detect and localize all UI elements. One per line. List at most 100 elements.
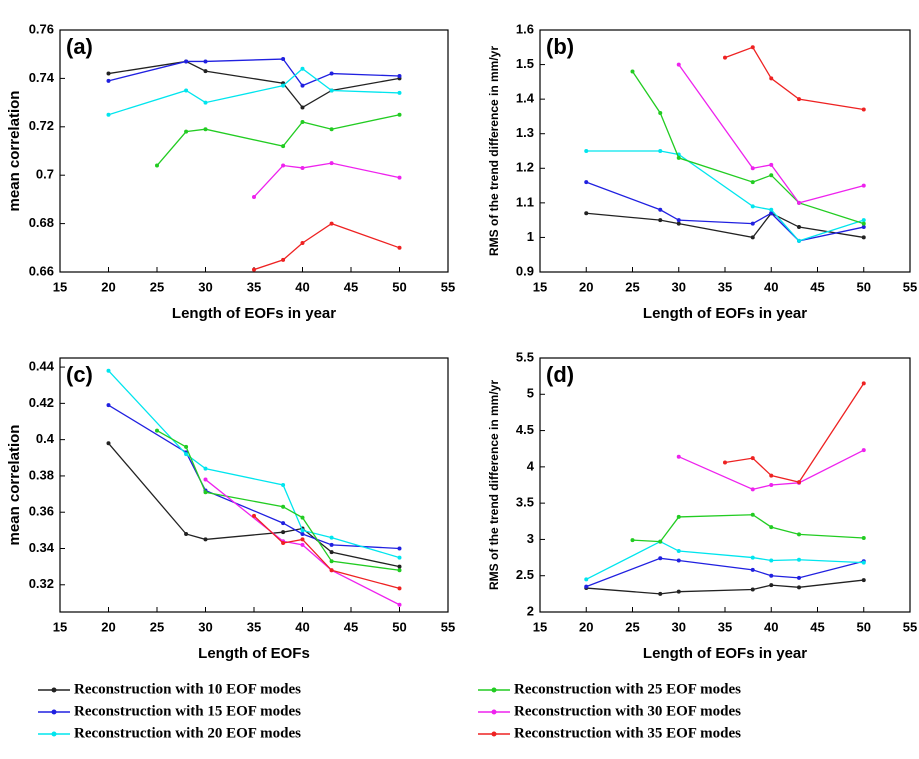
y-axis-label: mean correlation: [6, 91, 23, 212]
x-axis-label: Length of EOFs in year: [643, 645, 807, 662]
data-point: [861, 448, 866, 453]
x-tick-label: 15: [53, 619, 67, 634]
y-tick-label: 2.5: [516, 567, 534, 582]
data-point: [300, 528, 305, 533]
y-tick-label: 0.36: [29, 504, 54, 519]
data-point: [329, 127, 334, 132]
y-tick-label: 1.3: [516, 125, 534, 140]
x-axis-label: Length of EOFs: [198, 645, 310, 662]
series-line: [632, 514, 864, 543]
data-point: [584, 584, 589, 589]
x-axis-label: Length of EOFs in year: [643, 305, 807, 322]
legend-marker: [491, 731, 497, 737]
data-point: [300, 66, 305, 71]
series-line: [586, 557, 864, 588]
data-point: [750, 45, 755, 50]
panel-label: (d): [546, 362, 574, 387]
data-point: [203, 100, 208, 105]
data-point: [769, 211, 774, 216]
data-point: [106, 368, 111, 373]
data-point: [397, 73, 402, 78]
data-point: [397, 90, 402, 95]
plot-frame: [59, 29, 449, 273]
x-tick-label: 35: [247, 279, 261, 294]
legend-marker: [51, 687, 57, 693]
data-point: [397, 586, 402, 591]
data-point: [184, 59, 189, 64]
data-point: [300, 119, 305, 124]
data-point: [203, 69, 208, 74]
data-point: [184, 452, 189, 457]
x-tick-label: 25: [150, 279, 164, 294]
data-point: [750, 567, 755, 572]
data-point: [861, 221, 866, 226]
plot-frame: [59, 357, 449, 613]
data-point: [106, 78, 111, 83]
x-tick-label: 45: [344, 279, 358, 294]
x-tick-label: 30: [198, 279, 212, 294]
data-point: [861, 107, 866, 112]
data-point: [676, 62, 681, 67]
x-tick-label: 30: [198, 619, 212, 634]
y-tick-label: 2: [527, 603, 534, 618]
x-axis-label: Length of EOFs in year: [172, 305, 336, 322]
series-line: [108, 404, 400, 550]
y-tick-label: 3.5: [516, 495, 534, 510]
data-point: [676, 454, 681, 459]
data-point: [203, 466, 208, 471]
y-tick-label: 5: [527, 386, 534, 401]
data-point: [397, 112, 402, 117]
data-point: [397, 245, 402, 250]
x-tick-label: 30: [672, 619, 686, 634]
data-point: [584, 211, 589, 216]
y-tick-label: 0.7: [36, 167, 54, 182]
series-line: [253, 515, 400, 590]
data-point: [329, 559, 334, 564]
y-axis-label: mean correlation: [6, 425, 23, 546]
data-point: [281, 163, 286, 168]
x-tick-label: 25: [625, 619, 639, 634]
data-point: [397, 602, 402, 607]
data-point: [584, 149, 589, 153]
data-point: [769, 173, 774, 178]
data-point: [797, 200, 801, 205]
data-point: [300, 165, 305, 170]
panel-label: (b): [546, 34, 574, 59]
data-point: [281, 83, 286, 88]
series-line: [156, 114, 400, 166]
data-point: [252, 267, 256, 272]
x-tick-label: 20: [101, 279, 115, 294]
legend-label: Reconstruction with 30 EOF modes: [514, 703, 741, 719]
data-point: [329, 88, 334, 93]
data-point: [281, 541, 286, 546]
data-point: [329, 568, 334, 573]
y-tick-label: 0.74: [29, 70, 55, 85]
series-line: [253, 222, 400, 271]
legend-marker: [491, 709, 497, 715]
x-tick-label: 55: [441, 619, 455, 634]
y-tick-label: 0.68: [29, 215, 54, 230]
x-tick-label: 45: [810, 619, 824, 634]
data-point: [281, 530, 286, 535]
data-point: [797, 480, 801, 485]
data-point: [281, 521, 286, 526]
data-point: [750, 587, 755, 592]
data-point: [658, 556, 663, 561]
x-tick-label: 40: [764, 279, 778, 294]
data-point: [300, 537, 305, 542]
data-point: [769, 207, 774, 212]
legend-label: Reconstruction with 25 EOF modes: [514, 681, 741, 697]
data-point: [750, 166, 755, 171]
data-point: [676, 218, 681, 223]
data-point: [769, 558, 774, 563]
data-point: [769, 483, 774, 487]
data-point: [584, 577, 589, 582]
y-tick-label: 1.4: [516, 91, 535, 106]
y-tick-label: 1.1: [516, 194, 534, 209]
y-axis-label: RMS of the trend difference in mm/yr: [487, 380, 501, 590]
series-line: [156, 430, 400, 571]
data-point: [723, 55, 727, 60]
data-point: [300, 83, 305, 88]
data-point: [861, 235, 866, 240]
series-line: [108, 370, 400, 559]
